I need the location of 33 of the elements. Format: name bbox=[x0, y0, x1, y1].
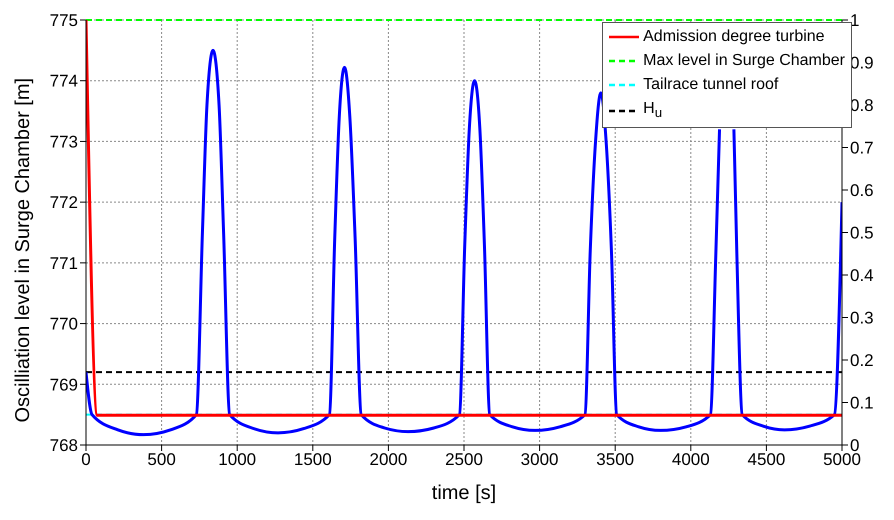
x-tick-label: 2500 bbox=[445, 450, 483, 470]
x-tick-label: 3000 bbox=[520, 450, 559, 470]
x-tick-label: 4000 bbox=[672, 450, 710, 470]
y-tick-label: 773 bbox=[50, 132, 78, 152]
y-tick-label: 772 bbox=[50, 193, 78, 212]
y-tick-label: 768 bbox=[50, 436, 78, 456]
y2-tick-label: 0.3 bbox=[850, 308, 874, 328]
legend-label: H$_{u}$ bbox=[643, 99, 662, 122]
y-tick-label: 771 bbox=[50, 254, 78, 273]
y-tick-label: 769 bbox=[50, 375, 78, 394]
x-tick-label: 2000 bbox=[369, 450, 408, 470]
y-tick-label: 774 bbox=[50, 72, 78, 91]
legend-label: Max level in Surge Chamber bbox=[643, 51, 845, 71]
y2-tick-label: 0.4 bbox=[850, 266, 874, 286]
y-tick-label: 770 bbox=[50, 314, 78, 334]
y2-tick-label: 0.2 bbox=[850, 351, 874, 370]
y-tick-label: 775 bbox=[50, 11, 78, 30]
x-axis-title: time [s] bbox=[432, 482, 496, 504]
x-tick-label: 5000 bbox=[823, 450, 861, 470]
y2-tick-label: 0.7 bbox=[850, 138, 874, 158]
x-tick-label: 1000 bbox=[218, 450, 256, 470]
x-tick-label: 500 bbox=[147, 450, 176, 470]
x-tick-label: 0 bbox=[81, 450, 91, 470]
y2-tick-label: 0.1 bbox=[850, 394, 874, 413]
x-tick-label: 1500 bbox=[294, 450, 332, 470]
y-axis-title: Oscilliation level in Surge Chamber [m] bbox=[12, 78, 34, 422]
legend-label: Admission degree turbine bbox=[643, 27, 825, 47]
y2-tick-label: 0.5 bbox=[850, 224, 874, 243]
x-tick-label: 4500 bbox=[747, 450, 786, 470]
y2-tick-label: 0.6 bbox=[850, 181, 874, 200]
legend-label: Tailrace tunnel roof bbox=[643, 75, 778, 95]
y2-tick-label: 1 bbox=[850, 11, 860, 30]
x-tick-label: 3500 bbox=[596, 450, 634, 470]
